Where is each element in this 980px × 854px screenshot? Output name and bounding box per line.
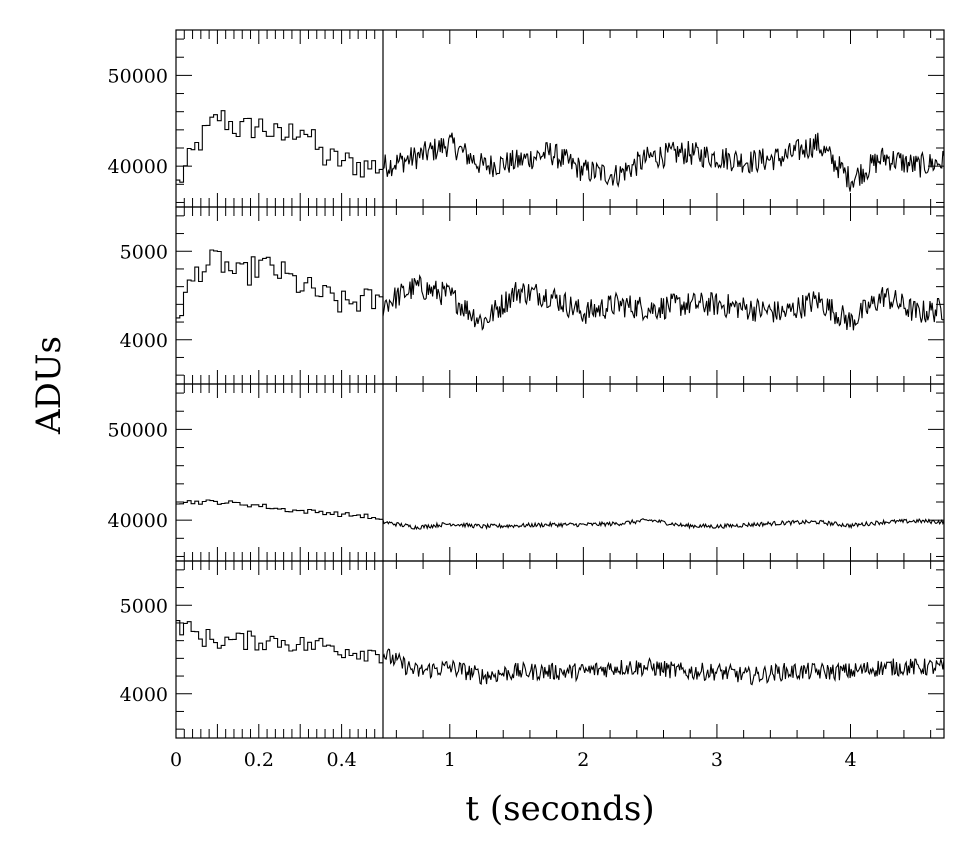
panel-2: 4000 5000 xyxy=(120,206,945,385)
x-tick-label: 0.4 xyxy=(326,749,356,771)
x-tick-label: 4 xyxy=(844,749,856,771)
panel-1: 40000 50000 xyxy=(108,29,945,208)
x-tick-label: 0.2 xyxy=(244,749,274,771)
panel-frame xyxy=(175,560,945,739)
y-axis-label: ADUs xyxy=(29,336,69,435)
series-line xyxy=(176,620,945,686)
y-tick-label: 5000 xyxy=(120,595,168,617)
x-tick-label: 0 xyxy=(170,749,182,771)
y-tick-label: 40000 xyxy=(108,510,168,532)
y-tick-label: 5000 xyxy=(120,241,168,263)
x-tick-label: 1 xyxy=(444,749,456,771)
y-tick-label: 50000 xyxy=(108,419,168,441)
x-axis: 0 0.2 0.4 1 2 3 4 xyxy=(170,749,857,771)
series-line xyxy=(176,249,945,331)
y-tick-label: 50000 xyxy=(108,65,168,87)
panel-frame xyxy=(175,383,945,562)
x-tick-label: 2 xyxy=(577,749,589,771)
x-axis-label: t (seconds) xyxy=(465,789,654,829)
panel-4: 4000 5000 xyxy=(120,560,945,739)
series-line xyxy=(176,110,945,192)
panels-group: 40000 50000 4000 5000 40000 50000 4000 5000 xyxy=(108,29,945,739)
y-tick-label: 40000 xyxy=(108,156,168,178)
x-tick-label: 3 xyxy=(711,749,723,771)
panel-3: 40000 50000 xyxy=(108,383,945,562)
series-line xyxy=(176,499,945,531)
y-tick-label: 4000 xyxy=(120,330,168,352)
panel-frame xyxy=(175,29,945,208)
y-tick-label: 4000 xyxy=(120,684,168,706)
